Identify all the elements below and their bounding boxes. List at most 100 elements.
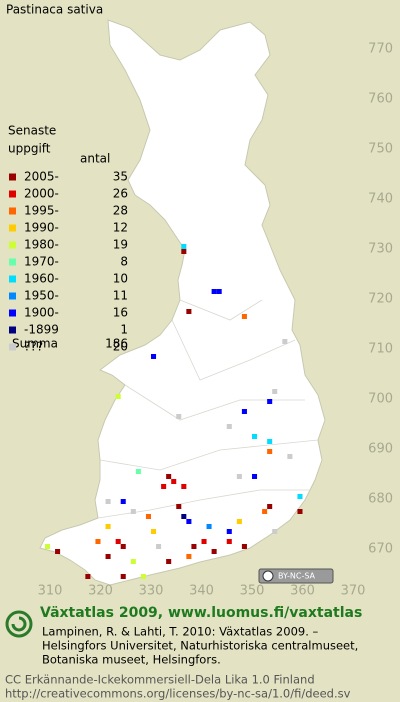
license: CC Erkännande-Ickekommersiell-Dela Lika … <box>5 673 315 687</box>
y-tick-label: 710 <box>368 342 393 357</box>
occurrence-square <box>241 409 247 414</box>
occurrence-square <box>120 499 126 504</box>
occurrence-square <box>130 559 136 564</box>
legend-swatch <box>9 224 16 232</box>
legend-swatch <box>9 173 16 181</box>
badge-box <box>258 568 334 584</box>
occurrence-square <box>267 449 273 454</box>
occurrence-square <box>105 554 111 559</box>
footer-headline: Växtatlas 2009, www.luomus.fi/vaxtatlas <box>40 605 362 621</box>
occurrence-square <box>186 309 192 314</box>
occurrence-square <box>166 474 172 479</box>
legend-count: 19 <box>113 238 128 252</box>
citation: Botaniska museet, Helsingfors. <box>42 653 221 667</box>
occurrence-square <box>216 289 222 294</box>
y-tick-label: 700 <box>368 392 393 407</box>
occurrence-square <box>191 544 197 549</box>
legend-count-header: antal <box>80 152 110 166</box>
y-tick-label: 760 <box>368 92 393 107</box>
y-tick-label: 730 <box>368 242 393 257</box>
legend-count: 11 <box>113 289 128 303</box>
occurrence-square <box>241 314 247 319</box>
occurrence-square <box>115 394 121 399</box>
occurrence-square <box>241 544 247 549</box>
occurrence-square <box>166 559 172 564</box>
occurrence-square <box>287 454 293 459</box>
legend-title: Senaste <box>8 124 56 138</box>
occurrence-square <box>55 549 61 554</box>
occurrence-square <box>44 544 50 549</box>
borders <box>97 299 319 519</box>
occurrence-square <box>267 504 273 509</box>
y-tick-label: 680 <box>368 492 393 507</box>
occurrence-square <box>226 539 232 544</box>
y-tick-label: 770 <box>368 42 393 57</box>
occurrence-square <box>226 424 232 429</box>
occurrence-square <box>262 509 268 514</box>
occurrence-square <box>135 469 141 474</box>
legend-title: uppgift <box>8 142 51 156</box>
legend-label: 2000- <box>24 187 59 201</box>
legend-count: 10 <box>113 272 128 286</box>
occurrence-square <box>151 529 157 534</box>
occurrence-square <box>181 249 187 254</box>
y-tick-label: 740 <box>368 192 393 207</box>
occurrence-square <box>115 539 121 544</box>
badge-cc <box>262 570 274 582</box>
occurrence-square <box>171 479 177 484</box>
occurrence-square <box>236 519 242 524</box>
occurrence-square <box>211 549 217 554</box>
legend-swatch <box>9 258 16 266</box>
occurrence-square <box>297 494 303 499</box>
x-tick-label: 310 <box>38 584 63 599</box>
occurrence-square <box>252 474 258 479</box>
legend-label: 1960- <box>24 272 59 286</box>
legend-count: 12 <box>113 221 128 235</box>
x-tick-label: 330 <box>139 584 164 599</box>
occurrence-square <box>130 509 136 514</box>
occurrence-square <box>226 529 232 534</box>
occurrence-square <box>272 389 278 394</box>
legend-count: 28 <box>113 204 128 218</box>
x-tick-label: 360 <box>290 584 315 599</box>
legend-total-label: Summa <box>12 337 58 351</box>
occurrence-square <box>95 539 101 544</box>
y-tick-label: 670 <box>368 542 393 557</box>
occurrence-square <box>211 289 217 294</box>
x-tick-label: 350 <box>240 584 265 599</box>
x-tick-label: 370 <box>341 584 366 599</box>
occurrence-square <box>176 504 182 509</box>
x-tick-label: 320 <box>88 584 113 599</box>
logo-ring <box>5 610 33 638</box>
y-tick-label: 690 <box>368 442 393 457</box>
legend-count: 8 <box>120 255 128 269</box>
occurrence-square <box>267 439 273 444</box>
legend-swatch <box>9 190 16 198</box>
occurrence-square <box>282 339 288 344</box>
occurrence-square <box>140 574 146 579</box>
legend-swatch <box>9 326 16 334</box>
legend-swatch <box>9 207 16 215</box>
legend-swatch <box>9 241 16 249</box>
badge-text: BY-NC-SA <box>278 572 316 581</box>
occurrence-square <box>120 544 126 549</box>
license: http://creativecommons.org/licenses/by-n… <box>5 687 351 701</box>
occurrence-square <box>156 544 162 549</box>
legend-label: 1980- <box>24 238 59 252</box>
logo-swirl <box>11 616 27 632</box>
finland-outline <box>39 19 326 586</box>
legend-label: 1970- <box>24 255 59 269</box>
citation: Lampinen, R. & Lahti, T. 2010: Växtatlas… <box>42 625 319 639</box>
legend-label: 1990- <box>24 221 59 235</box>
legend-count: 20 <box>113 340 128 354</box>
legend-swatch <box>9 343 16 351</box>
occurrence-square <box>105 524 111 529</box>
x-tick-label: 340 <box>189 584 214 599</box>
occurrence-square <box>85 574 91 579</box>
legend-swatch <box>9 309 16 317</box>
legend-label: ??? <box>24 340 43 354</box>
y-tick-label: 720 <box>368 292 393 307</box>
legend-count: 1 <box>120 323 128 337</box>
citation: Helsingfors Universitet, Naturhistoriska… <box>42 639 358 653</box>
occurrence-square <box>206 524 212 529</box>
